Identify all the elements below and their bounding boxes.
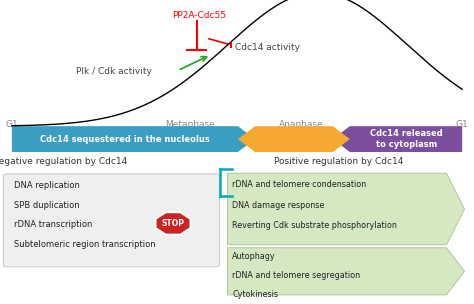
- Text: Metaphase: Metaphase: [165, 120, 214, 129]
- Text: STOP: STOP: [162, 219, 184, 228]
- Text: DNA replication: DNA replication: [14, 181, 80, 190]
- Text: Cdc14 partial
nuclear release: Cdc14 partial nuclear release: [259, 129, 333, 149]
- Text: Cdc14 sequestered in the nucleolus: Cdc14 sequestered in the nucleolus: [39, 135, 210, 143]
- Text: PP2A-Cdc55: PP2A-Cdc55: [172, 11, 226, 20]
- Text: Positive regulation by Cdc14: Positive regulation by Cdc14: [274, 157, 403, 166]
- Text: Autophagy: Autophagy: [232, 252, 276, 261]
- Text: rDNA and telomere condensation: rDNA and telomere condensation: [232, 180, 366, 189]
- Text: rDNA transcription: rDNA transcription: [14, 220, 92, 230]
- Text: SPB duplication: SPB duplication: [14, 201, 80, 210]
- Text: rDNA and telomere segregation: rDNA and telomere segregation: [232, 271, 360, 280]
- Text: Subtelomeric region transcription: Subtelomeric region transcription: [14, 240, 156, 249]
- Text: Reverting Cdk substrate phosphorylation: Reverting Cdk substrate phosphorylation: [232, 221, 397, 230]
- Polygon shape: [155, 212, 191, 235]
- Text: Cdc14 released
to cytoplasm: Cdc14 released to cytoplasm: [370, 129, 443, 149]
- Text: G1: G1: [6, 120, 18, 129]
- Polygon shape: [228, 173, 465, 245]
- FancyBboxPatch shape: [3, 174, 219, 267]
- Polygon shape: [228, 248, 465, 295]
- Text: DNA damage response: DNA damage response: [232, 201, 325, 210]
- Text: Cdc14 activity: Cdc14 activity: [235, 43, 300, 52]
- Text: Anaphase: Anaphase: [279, 120, 323, 129]
- Text: G1: G1: [456, 120, 468, 129]
- Text: Negative regulation by Cdc14: Negative regulation by Cdc14: [0, 157, 127, 166]
- Polygon shape: [238, 126, 350, 152]
- Text: Plk / Cdk activity: Plk / Cdk activity: [76, 67, 152, 76]
- Polygon shape: [12, 126, 255, 152]
- Text: Cytokinesis: Cytokinesis: [232, 290, 278, 299]
- Polygon shape: [333, 126, 462, 152]
